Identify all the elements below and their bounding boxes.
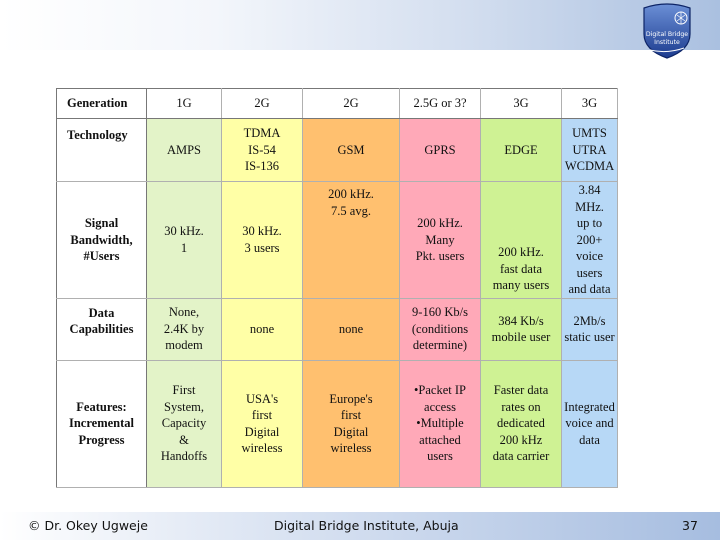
table-cell: 30 kHz. 1: [146, 181, 222, 299]
table-cell: USA's first Digital wireless: [221, 360, 303, 488]
table-row-technology: Technology AMPS TDMA IS-54 IS-136 GSM GP…: [56, 118, 618, 182]
table-row-features: Features: Incremental Progress First Sys…: [56, 360, 618, 488]
table-cell: Faster data rates on dedicated 200 kHz d…: [480, 360, 562, 488]
table-header-row: Generation 1G 2G 2G 2.5G or 3? 3G 3G: [56, 88, 618, 119]
table-cell: 200 kHz. Many Pkt. users: [399, 181, 481, 299]
table-cell: First System, Capacity & Handoffs: [146, 360, 222, 488]
logo-line2: Institute: [654, 39, 680, 46]
table-cell: none: [221, 298, 303, 361]
table-cell: 200 kHz. fast data many users: [480, 181, 562, 299]
header-cell: 3G: [480, 88, 562, 119]
table-cell: EDGE: [480, 118, 562, 182]
header-cell: 2G: [302, 88, 400, 119]
table-cell: TDMA IS-54 IS-136: [221, 118, 303, 182]
header-cell: 2.5G or 3?: [399, 88, 481, 119]
row-header: Signal Bandwidth, #Users: [56, 181, 147, 299]
table-cell: GPRS: [399, 118, 481, 182]
table-cell: •Packet IP access •Multiple attached use…: [399, 360, 481, 488]
footer-institute: Digital Bridge Institute, Abuja: [274, 518, 459, 533]
row-header: Features: Incremental Progress: [56, 360, 147, 488]
table-cell: none: [302, 298, 400, 361]
footer-bar: © Dr. Okey Ugweje Digital Bridge Institu…: [0, 512, 720, 540]
table-cell: AMPS: [146, 118, 222, 182]
table-cell: 9-160 Kb/s (conditions determine): [399, 298, 481, 361]
table-row-bandwidth: Signal Bandwidth, #Users 30 kHz. 1 30 kH…: [56, 181, 618, 299]
table-cell: 2Mb/s static user: [561, 298, 618, 361]
institute-logo: Digital Bridge Institute: [638, 2, 696, 60]
table-row-data: Data Capabilities None, 2.4K by modem no…: [56, 298, 618, 361]
table-cell: 3.84 MHz. up to 200+ voice users and dat…: [561, 181, 618, 299]
table-cell: 30 kHz. 3 users: [221, 181, 303, 299]
header-bar: [0, 0, 720, 50]
header-cell: 2G: [221, 88, 303, 119]
page-number: 37: [682, 518, 698, 533]
footer-author: © Dr. Okey Ugweje: [28, 518, 148, 533]
table-cell: UMTS UTRA WCDMA: [561, 118, 618, 182]
table-cell: 384 Kb/s mobile user: [480, 298, 562, 361]
table-cell: 200 kHz. 7.5 avg.: [302, 181, 400, 299]
generation-comparison-table: Generation 1G 2G 2G 2.5G or 3? 3G 3G Tec…: [56, 88, 618, 488]
table-cell: Integrated voice and data: [561, 360, 618, 488]
table-cell: GSM: [302, 118, 400, 182]
logo-line1: Digital Bridge: [646, 31, 688, 38]
table-cell: None, 2.4K by modem: [146, 298, 222, 361]
header-cell: 3G: [561, 88, 618, 119]
header-cell: 1G: [146, 88, 222, 119]
row-header: Data Capabilities: [56, 298, 147, 361]
header-cell: Generation: [56, 88, 147, 119]
row-header: Technology: [56, 118, 147, 182]
table-cell: Europe's first Digital wireless: [302, 360, 400, 488]
